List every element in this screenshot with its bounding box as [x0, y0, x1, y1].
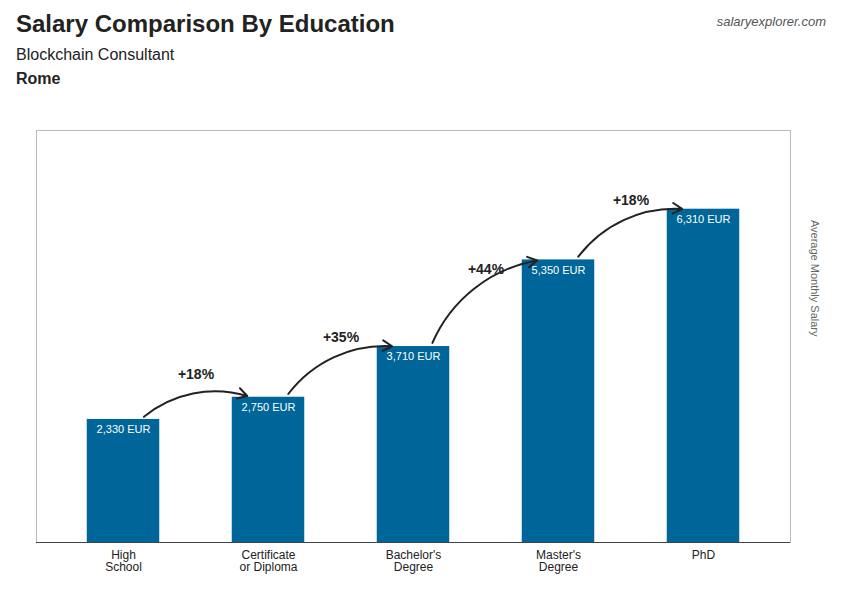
- svg-text:HighSchool: HighSchool: [105, 548, 142, 574]
- svg-text:+44%: +44%: [468, 261, 505, 277]
- svg-text:2,750 EUR: 2,750 EUR: [242, 401, 296, 413]
- svg-text:+35%: +35%: [323, 329, 360, 345]
- svg-text:+18%: +18%: [178, 366, 215, 382]
- html-text:Blockchain Consultant: Blockchain Consultant: [16, 46, 175, 63]
- svg-text:3,710 EUR: 3,710 EUR: [387, 350, 441, 362]
- svg-text:PhD: PhD: [692, 548, 716, 562]
- html-text:Rome: Rome: [16, 70, 61, 87]
- svg-text:Average Monthly Salary: Average Monthly Salary: [809, 220, 821, 337]
- svg-text:6,310 EUR: 6,310 EUR: [677, 213, 731, 225]
- html-text:Salary Comparison By Education: Salary Comparison By Education: [16, 10, 395, 37]
- svg-text:+18%: +18%: [613, 192, 650, 208]
- svg-text:Bachelor'sDegree: Bachelor'sDegree: [386, 548, 442, 574]
- svg-text:Certificateor Diploma: Certificateor Diploma: [239, 548, 297, 574]
- html-text:salaryexplorer.com: salaryexplorer.com: [716, 14, 826, 29]
- svg-text:5,350 EUR: 5,350 EUR: [532, 264, 586, 276]
- svg-text:2,330 EUR: 2,330 EUR: [97, 423, 151, 435]
- svg-text:Master'sDegree: Master'sDegree: [536, 548, 581, 574]
